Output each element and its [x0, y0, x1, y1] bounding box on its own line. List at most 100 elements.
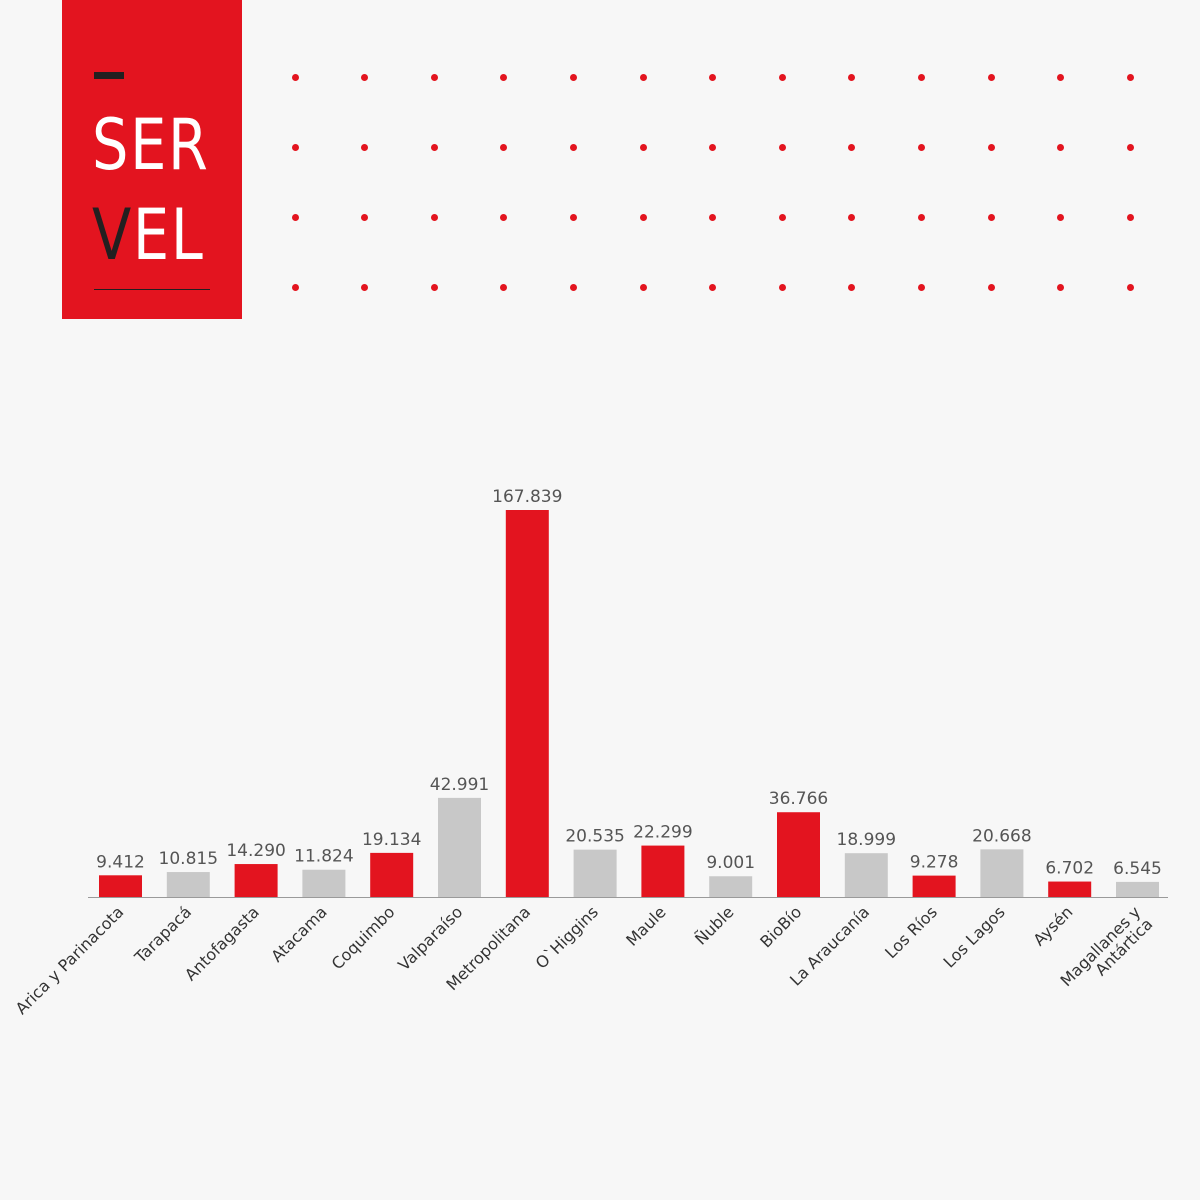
- decorative-dot: [500, 73, 508, 81]
- category-label: Maule: [622, 902, 669, 949]
- decorative-dot: [848, 214, 856, 222]
- category-label: BioBío: [756, 902, 805, 951]
- decorative-dot: [569, 284, 577, 292]
- bar: [844, 853, 888, 897]
- decorative-dot: [709, 214, 717, 222]
- bar-value-label: 20.668: [972, 826, 1031, 846]
- category-label: Aysén: [1029, 902, 1076, 949]
- decorative-dot: [361, 143, 369, 151]
- decorative-dot: [430, 143, 438, 151]
- bar: [234, 864, 278, 897]
- logo-underline: [94, 289, 210, 290]
- decorative-dot: [639, 284, 647, 292]
- bar: [912, 875, 956, 897]
- decorative-dot: [848, 73, 856, 81]
- bar-value-label: 11.824: [294, 847, 353, 867]
- decorative-dot: [917, 73, 925, 81]
- decorative-dot: [361, 284, 369, 292]
- category-label: Los Lagos: [940, 902, 1009, 971]
- bar-value-label: 42.991: [430, 775, 489, 795]
- bar: [505, 510, 549, 897]
- servel-logo: [62, 0, 242, 319]
- decorative-dot: [1126, 143, 1134, 151]
- bar-value-label: 9.412: [96, 852, 145, 872]
- decorative-dot: [361, 214, 369, 222]
- decorative-dot: [291, 214, 299, 222]
- decorative-dot: [778, 214, 786, 222]
- category-label: Los Ríos: [881, 902, 941, 962]
- decorative-dot: [500, 214, 508, 222]
- bar-value-label: 6.702: [1045, 859, 1094, 879]
- decorative-dot: [987, 214, 995, 222]
- logo-letter-v: V: [92, 194, 133, 276]
- bar: [166, 872, 210, 897]
- category-label: Valparaíso: [394, 902, 466, 974]
- category-label: O`Higgins: [532, 902, 602, 972]
- bar-value-label: 19.134: [362, 830, 421, 850]
- category-label: Coquimbo: [328, 902, 399, 973]
- decorative-dot: [430, 284, 438, 292]
- decorative-dot: [430, 214, 438, 222]
- decorative-dot: [987, 284, 995, 292]
- decorative-dot: [291, 143, 299, 151]
- bar: [438, 797, 481, 897]
- bar: [1116, 881, 1159, 897]
- bar-value-label: 9.001: [706, 853, 755, 873]
- decorative-dot: [569, 214, 577, 222]
- category-label: Ñuble: [691, 902, 737, 948]
- decorative-dot: [569, 73, 577, 81]
- decorative-dot: [291, 73, 299, 81]
- bar-value-label: 14.290: [226, 841, 285, 861]
- decorative-dot: [1126, 214, 1134, 222]
- decorative-dot: [639, 214, 647, 222]
- decorative-dot: [917, 143, 925, 151]
- bar-value-label: 9.278: [910, 853, 959, 873]
- bar: [777, 812, 820, 897]
- decorative-dot: [917, 284, 925, 292]
- bar-value-label: 22.299: [633, 823, 692, 843]
- bar-value-label: 167.839: [492, 487, 562, 507]
- decorative-dot: [1057, 214, 1065, 222]
- bar-value-label: 20.535: [565, 827, 624, 847]
- logo-letters-el: EL: [132, 194, 205, 276]
- decorative-dot: [639, 73, 647, 81]
- decorative-dot: [778, 143, 786, 151]
- decorative-dot: [1126, 284, 1134, 292]
- decorative-dot: [1057, 143, 1065, 151]
- decorative-dot: [1057, 284, 1065, 292]
- decorative-dot: [500, 143, 508, 151]
- decorative-dot: [987, 73, 995, 81]
- bar-value-label: 10.815: [159, 849, 218, 869]
- bar: [980, 849, 1024, 897]
- decorative-dot: [361, 73, 369, 81]
- bar-value-label: 6.545: [1113, 859, 1162, 879]
- bar: [709, 876, 753, 897]
- logo-text-vel: VEL: [92, 200, 204, 270]
- bar-value-label: 18.999: [837, 830, 896, 850]
- category-label: Tarapacá: [130, 902, 195, 967]
- decorative-dot: [709, 73, 717, 81]
- decorative-dot: [778, 73, 786, 81]
- decorative-dot: [709, 284, 717, 292]
- bar: [573, 849, 617, 897]
- decorative-dot: [848, 143, 856, 151]
- decorative-dot: [1057, 73, 1065, 81]
- decorative-dot: [569, 143, 577, 151]
- category-label: Arica y Parinacota: [12, 902, 128, 1018]
- decorative-dot: [500, 284, 508, 292]
- bar: [641, 845, 685, 897]
- decorative-dot: [917, 214, 925, 222]
- decorative-dot: [848, 284, 856, 292]
- decorative-dot: [987, 143, 995, 151]
- bar-value-label: 36.766: [769, 789, 828, 809]
- decorative-dot: [639, 143, 647, 151]
- bar: [99, 875, 142, 897]
- bar: [302, 869, 346, 897]
- bar: [1048, 881, 1092, 897]
- decorative-dot: [778, 284, 786, 292]
- bar: [370, 852, 414, 897]
- logo-text-ser: SER: [92, 104, 210, 186]
- decorative-dot: [709, 143, 717, 151]
